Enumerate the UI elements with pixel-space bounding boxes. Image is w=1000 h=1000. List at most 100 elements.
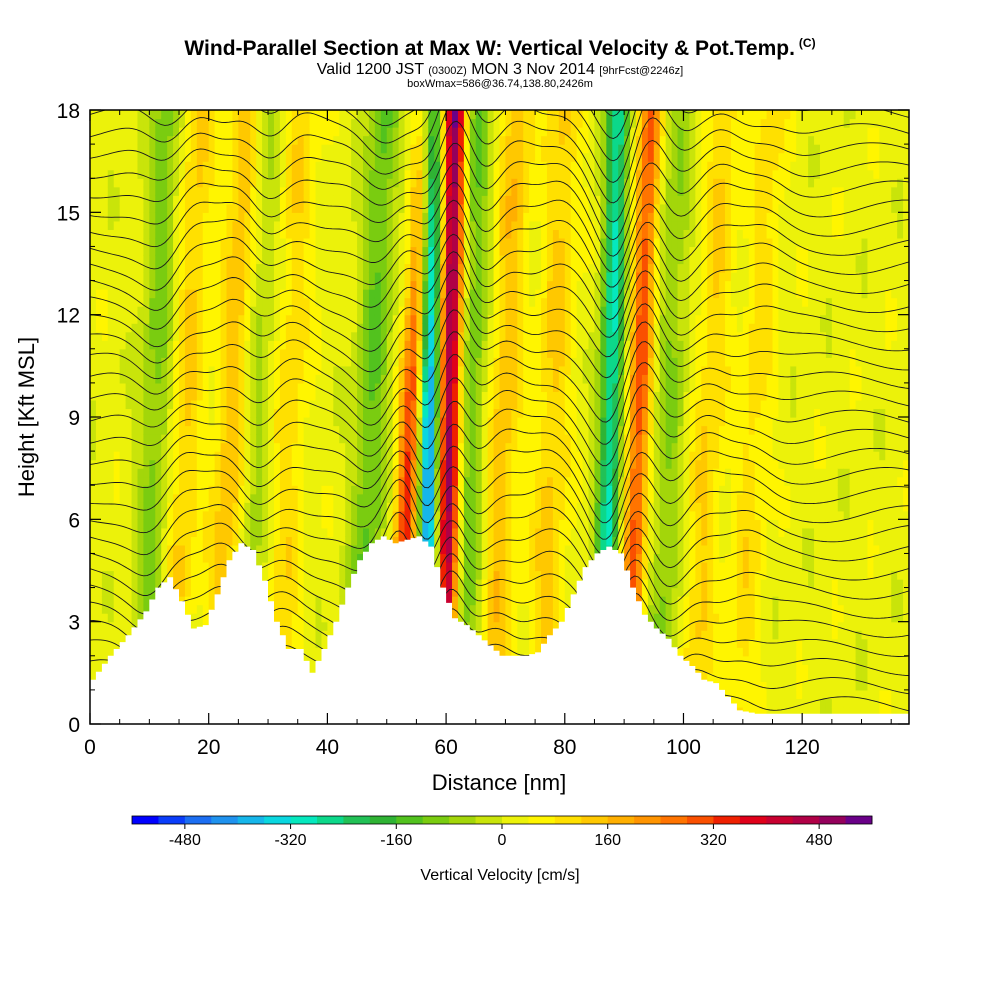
field-cell — [208, 519, 216, 529]
field-cell — [469, 553, 477, 563]
field-cell — [463, 502, 471, 512]
field-cell — [392, 468, 400, 478]
field-cell — [161, 544, 168, 555]
field-cell — [434, 135, 441, 145]
field-cell — [475, 570, 483, 580]
field-cell — [475, 263, 483, 273]
field-cell — [125, 263, 133, 273]
field-cell — [179, 220, 186, 230]
field-cell — [190, 331, 198, 341]
field-cell — [179, 434, 186, 444]
field-cell — [422, 186, 429, 196]
field-cell — [119, 306, 127, 316]
field-cell — [90, 306, 97, 316]
field-cell — [327, 391, 334, 401]
field-cell — [493, 553, 501, 563]
field-cell — [95, 340, 103, 350]
field-cell — [107, 391, 115, 401]
field-cell — [95, 382, 103, 393]
field-cell — [440, 579, 447, 589]
field-cell — [262, 306, 269, 316]
field-cell — [434, 399, 441, 410]
field-cell — [452, 246, 459, 256]
field-cell — [309, 374, 317, 384]
field-cell — [90, 399, 97, 410]
field-cell — [357, 186, 364, 196]
field-cell — [422, 365, 429, 375]
field-cell — [374, 254, 382, 265]
field-cell — [457, 451, 465, 461]
field-cell — [107, 408, 115, 418]
field-cell — [238, 382, 245, 393]
field-cell — [273, 382, 281, 393]
field-cell — [119, 220, 127, 230]
field-cell — [363, 442, 370, 452]
field-cell — [179, 169, 186, 179]
field-cell — [475, 118, 483, 128]
field-cell — [196, 596, 204, 606]
field-cell — [250, 297, 257, 307]
field-cell — [416, 135, 423, 145]
field-cell — [244, 169, 251, 179]
field-cell — [190, 220, 198, 230]
field-cell — [297, 374, 305, 384]
field-cell — [303, 263, 311, 273]
field-cell — [315, 553, 323, 563]
field-cell — [256, 544, 263, 555]
field-cell — [90, 348, 97, 358]
field-cell — [499, 604, 507, 614]
field-cell — [357, 178, 364, 188]
field-cell — [90, 604, 97, 614]
field-cell — [487, 459, 495, 469]
field-cell — [363, 289, 370, 299]
field-cell — [196, 289, 204, 299]
field-cell — [262, 127, 269, 137]
field-cell — [202, 485, 210, 495]
field-cell — [167, 306, 174, 316]
field-cell — [363, 510, 370, 520]
field-cell — [446, 340, 453, 350]
field-cell — [268, 195, 275, 205]
field-cell — [410, 442, 418, 452]
field-cell — [481, 144, 489, 154]
field-cell — [196, 587, 204, 597]
field-cell — [404, 297, 412, 307]
field-cell — [131, 280, 139, 290]
field-cell — [357, 306, 364, 316]
field-cell — [232, 272, 239, 282]
field-cell — [327, 144, 334, 154]
field-cell — [90, 570, 97, 580]
field-cell — [238, 374, 245, 384]
field-cell — [232, 331, 239, 341]
field-cell — [380, 127, 388, 137]
field-cell — [196, 169, 204, 179]
field-cell — [291, 152, 299, 162]
field-cell — [363, 476, 370, 486]
field-cell — [208, 536, 216, 546]
field-cell — [244, 135, 251, 145]
field-cell — [392, 246, 400, 256]
field-cell — [469, 399, 477, 410]
field-cell — [475, 613, 483, 623]
field-cell — [202, 246, 210, 256]
field-cell — [368, 254, 376, 265]
field-cell — [167, 425, 174, 435]
field-cell — [327, 229, 334, 239]
field-cell — [345, 110, 352, 120]
field-cell — [143, 604, 150, 614]
field-cell — [196, 306, 204, 316]
field-cell — [268, 493, 275, 503]
field-cell — [279, 417, 287, 427]
field-cell — [273, 527, 281, 537]
field-cell — [149, 169, 156, 179]
field-cell — [469, 357, 477, 367]
field-cell — [469, 331, 477, 341]
field-cell — [273, 451, 281, 461]
field-cell — [374, 186, 382, 196]
field-cell — [113, 161, 121, 171]
field-cell — [434, 178, 441, 188]
field-cell — [90, 186, 97, 196]
field-cell — [493, 272, 501, 282]
field-cell — [363, 331, 370, 341]
field-cell — [493, 544, 501, 555]
